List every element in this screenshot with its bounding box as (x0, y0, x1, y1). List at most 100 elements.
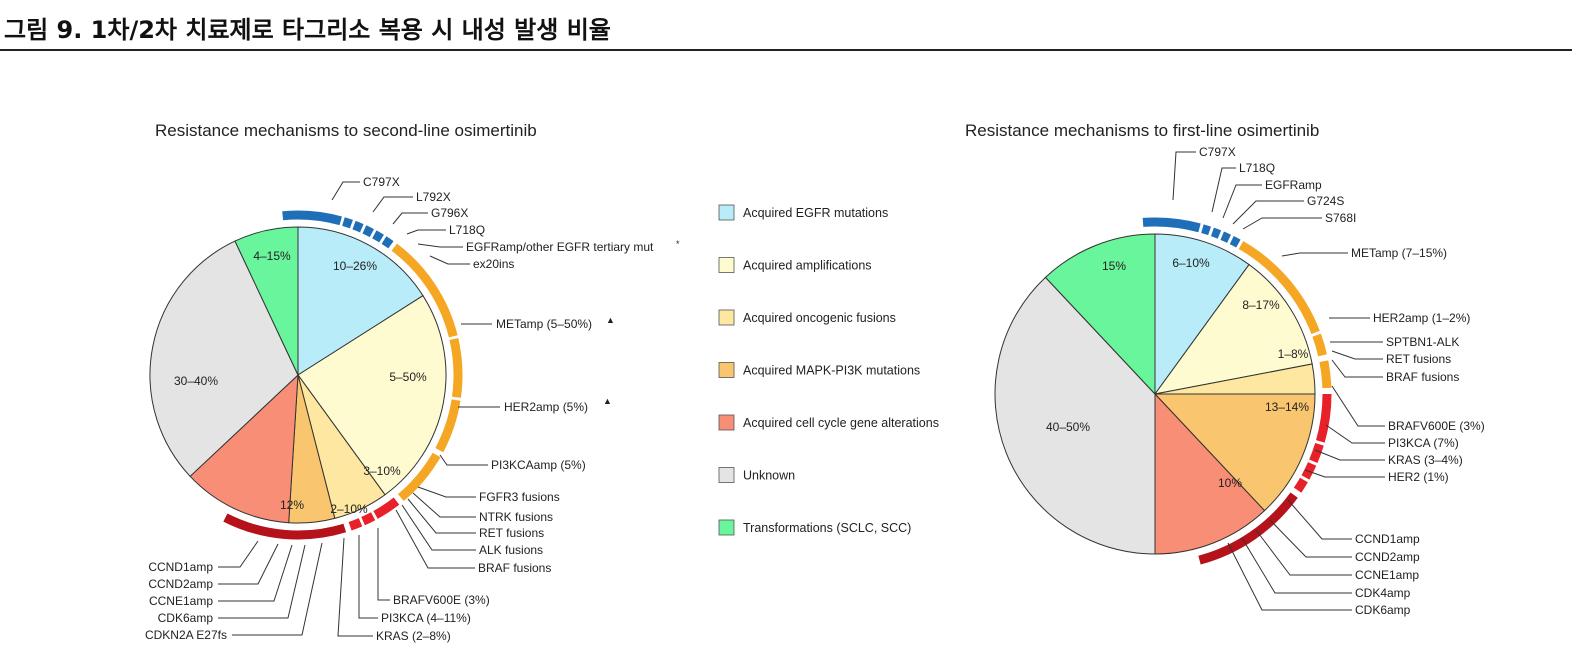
callout-brafv600e-3: BRAFV600E (3%) (393, 593, 490, 607)
leader-line (218, 540, 259, 568)
callout-her2amp-1-2: HER2amp (1–2%) (1373, 311, 1470, 325)
left-annotations: C797X L792X G796X L718Q EGFRamp/other EGFR t… (145, 175, 680, 643)
legend-swatch-acquired-mapk-pi3k-mutations (718, 362, 735, 378)
slice-label: 1–8% (1278, 347, 1309, 361)
callout-metamp-5-50: METamp (5–50%) (496, 317, 592, 331)
callout-s768i: S768I (1325, 211, 1356, 225)
leader-line (1255, 529, 1352, 576)
pie-slice-acquired-egfr-mutations (1154, 233, 1250, 396)
leader-line (218, 544, 293, 602)
legend-item-unknown: Unknown (743, 469, 795, 483)
legend-item-acquired-cell-cycle-gene-alterations: Acquired cell cycle gene alterations (743, 416, 939, 430)
callout-ccnd1amp: CCND1amp (1355, 532, 1420, 546)
leader-line (1314, 449, 1385, 461)
ring-segment-egfr (372, 230, 384, 243)
legend: Acquired EGFR mutations Acquired amplific… (718, 204, 939, 536)
slice-label: 2–10% (330, 502, 368, 516)
callout-ccnd1amp: CCND1amp (148, 560, 213, 574)
ring-segment-mapk (1315, 393, 1332, 443)
callout-c797x: C797X (363, 175, 400, 189)
ring-segment-egfr (1229, 236, 1241, 248)
ring-segment-egfr (1210, 227, 1222, 239)
annotation-marker: ▲ (606, 315, 615, 325)
pie-slice-transformations-sclc-scc (234, 226, 299, 376)
leader-line (1211, 167, 1236, 213)
leader-line (406, 229, 446, 235)
callout-cdk6amp: CDK6amp (1355, 603, 1411, 617)
callout-pi3kca-7: PI3KCA (7%) (1388, 436, 1459, 450)
pie-slice-acquired-amplifications (297, 295, 447, 496)
ring-segment-fusion (1319, 360, 1332, 389)
legend-swatch-acquired-oncogenic-fusions (718, 309, 735, 326)
header-rule (0, 49, 1572, 51)
callout-l718q: L718Q (1239, 161, 1275, 175)
slice-label: 13–14% (1265, 400, 1309, 414)
leader-line (358, 535, 378, 619)
callout-g724s: G724S (1307, 194, 1344, 208)
callout-ret-fusions: RET fusions (479, 526, 544, 540)
legend-item-acquired-amplifications: Acquired amplifications (743, 259, 872, 273)
pie-slice-unknown (149, 240, 299, 478)
callout-ex20ins: ex20ins (473, 257, 514, 271)
ring-segment-mapk (348, 518, 363, 531)
slice-label: 12% (280, 498, 304, 512)
pie-slice-acquired-egfr-mutations (297, 226, 424, 376)
callout-pi3kca-4-11: PI3KCA (4–11%) (381, 611, 471, 625)
callout-ret-fusions: RET fusions (1386, 352, 1451, 366)
leader-line (377, 528, 390, 601)
ring-segment-egfr (342, 217, 353, 229)
ring-segment-amp (449, 337, 463, 398)
leader-line (1287, 499, 1352, 540)
ring-segment-fusion (397, 452, 441, 502)
pie-slice-acquired-amplifications (1153, 263, 1313, 395)
callout-metamp-7-15: METamp (7–15%) (1351, 246, 1447, 260)
callout-braf-fusions: BRAF fusions (478, 561, 551, 575)
callout-her2amp-5: HER2amp (5%) (504, 400, 588, 414)
slice-label: 4–15% (253, 249, 291, 263)
right-chart-title: Resistance mechanisms to first-line osim… (965, 121, 1319, 140)
leader-line (417, 486, 476, 498)
legend-item-transformations-sclc-scc: Transformations (SCLC, SCC) (743, 521, 911, 535)
slice-label: 10% (1218, 476, 1242, 490)
callout-egframp-other-egfr-tertiary-mut: EGFRamp/other EGFR tertiary mut (466, 240, 654, 254)
slice-label: 3–10% (363, 464, 401, 478)
figure-header: 그림 9. 1차/2차 치료제로 타그리소 복용 시 내성 발생 비율 (0, 0, 1572, 52)
leader-line (429, 255, 470, 265)
legend-swatch-acquired-cell-cycle-gene-alterations (718, 414, 735, 431)
callout-alk-fusions: ALK fusions (479, 543, 543, 557)
pie-slice-acquired-mapk-pi3k-mutations (1153, 393, 1316, 512)
leader-line (1325, 424, 1385, 444)
ring-segment-amp (391, 243, 458, 338)
leader-line (439, 454, 488, 466)
leader-line (1232, 200, 1304, 225)
ring-segment-amp (1312, 333, 1327, 357)
pie-slice-acquired-cell-cycle-gene-alterations (189, 373, 299, 524)
ring-segment-egfr (282, 210, 342, 226)
callout-ccnd2amp: CCND2amp (1355, 550, 1420, 564)
left-pie-chart: 10–26% 5–50% 3–10% 2–10% 12% 30–40% 4–15% (149, 226, 447, 524)
ring-segment-amp (1238, 241, 1320, 334)
right-pie-chart: 6–10% 8–17% 1–8% 13–14% 10% 40–50% 15% (994, 233, 1316, 555)
slice-label: 8–17% (1242, 298, 1280, 312)
leader-line (1241, 537, 1352, 594)
leader-line (1242, 217, 1322, 230)
leader-line (218, 543, 279, 585)
annotation-marker: ▲ (603, 396, 612, 406)
leader-line (1331, 385, 1385, 427)
leader-line (412, 492, 476, 518)
leader-line (417, 243, 463, 248)
callout-pi3kcaamp-5: PI3KCAamp (5%) (491, 458, 586, 472)
slice-label: 30–40% (174, 374, 218, 388)
leader-line (1304, 469, 1385, 478)
leader-line (1269, 519, 1352, 558)
figure-title: 그림 9. 1차/2차 치료제로 타그리소 복용 시 내성 발생 비율 (4, 16, 611, 44)
callout-ccnd2amp: CCND2amp (148, 577, 213, 591)
callout-g796x: G796X (431, 206, 468, 220)
leader-line (1331, 350, 1383, 360)
pie-slice-unknown (994, 276, 1156, 555)
legend-swatch-transformations-sclc-scc (718, 519, 735, 536)
callout-c797x: C797X (1199, 145, 1236, 159)
ring-segment-cellcycle (1198, 492, 1298, 565)
